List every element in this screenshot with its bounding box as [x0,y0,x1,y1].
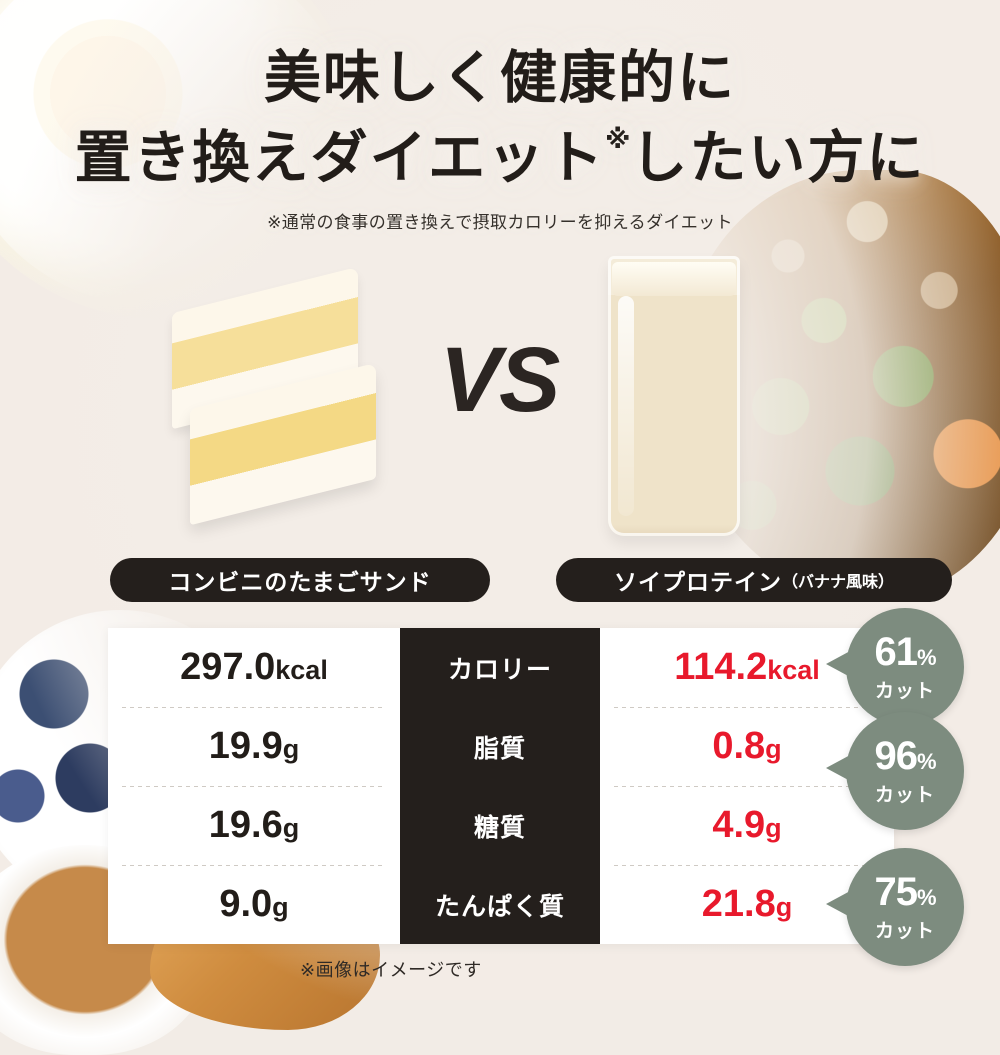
right-unit-0: kcal [767,655,820,685]
product-label-right: ソイプロテイン （バナナ風味） [556,558,952,602]
nutrient-3: たんぱく質 [434,892,565,921]
badge-1-number: 96 [874,733,917,778]
badge-1-percent: % [916,748,937,774]
protein-shake-image [608,256,740,536]
right-value-2: 4.9 [712,804,766,846]
cut-badge-sugar: 75% カット [826,848,964,966]
badge-0-cut: カット [874,680,935,702]
left-value-3: 9.0 [219,883,273,925]
cell-right-value: 4.9g [600,786,894,865]
cell-left-value: 19.6g [108,786,400,865]
right-unit-2: g [765,813,782,843]
cell-left-value: 9.0g [108,865,400,944]
cut-badge-fat: 96% カット [826,712,964,830]
cell-right-value: 114.2kcal [600,628,894,707]
nutrient-0: カロリー [447,655,552,684]
left-value-2: 19.6 [208,804,283,846]
right-unit-3: g [775,892,793,922]
badge-1-cut: カット [874,784,935,806]
cut-badge-calorie: 61% カット [826,608,964,726]
right-value-3: 21.8 [701,883,776,925]
glass-highlight [618,296,634,516]
nutrient-1: 脂質 [473,734,526,763]
left-unit-1: g [282,734,300,764]
badge-pointer-icon [826,754,852,782]
egg-sandwich-image [150,266,400,538]
left-value-1: 19.9 [208,725,283,767]
right-value-0: 114.2 [674,646,768,688]
headline-line-1: 美味しく健康的に [264,46,736,110]
product-label-right-text: ソイプロテイン [613,569,782,595]
left-value-0: 297.0 [180,646,276,688]
versus-label: VS [439,329,561,431]
badge-0-percent: % [916,644,937,670]
left-unit-3: g [272,892,289,922]
glass-foam [612,262,736,296]
badge-pointer-icon [826,650,852,678]
badge-2-cut: カット [874,920,935,942]
badge-pointer-icon [826,890,852,918]
headline: 美味しく健康的に 置き換えダイエット※したい方に [0,44,1000,193]
table-row: 297.0kcal カロリー 114.2kcal [108,628,894,707]
left-unit-2: g [282,813,300,843]
footnote: ※画像はイメージです [300,960,482,980]
cell-nutrient-name: たんぱく質 [400,865,600,944]
comparison-table: 297.0kcal カロリー 114.2kcal 19.9g 脂質 0.8g 1… [108,628,894,944]
product-label-left: コンビニのたまごサンド [110,558,490,602]
cell-left-value: 297.0kcal [108,628,400,707]
cell-nutrient-name: カロリー [400,628,600,707]
cell-right-value: 0.8g [600,707,894,786]
product-label-left-text: コンビニのたまごサンド [168,569,432,595]
right-value-1: 0.8 [712,725,766,767]
table-row: 19.6g 糖質 4.9g [108,786,894,865]
badge-0-number: 61 [874,629,917,674]
nutrient-2: 糖質 [473,813,526,842]
headline-line-2: 置き換えダイエット※したい方に [0,124,1000,194]
cell-nutrient-name: 脂質 [400,707,600,786]
cell-right-value: 21.8g [600,865,894,944]
cell-nutrient-name: 糖質 [400,786,600,865]
headline-line-2-main: 置き換えダイエット [74,125,606,190]
badge-2-number: 75 [874,869,917,914]
cell-left-value: 19.9g [108,707,400,786]
table-row: 9.0g たんぱく質 21.8g [108,865,894,944]
headline-asterisk: ※ [605,123,631,154]
right-unit-1: g [765,734,782,764]
left-unit-0: kcal [275,655,328,685]
headline-note: ※通常の食事の置き換えで摂取カロリーを抑えるダイエット [267,213,733,232]
badge-2-percent: % [916,884,937,910]
headline-line-2-tail: したい方に [630,125,926,190]
table-row: 19.9g 脂質 0.8g [108,707,894,786]
product-label-right-sub: （バナナ風味） [781,574,894,591]
